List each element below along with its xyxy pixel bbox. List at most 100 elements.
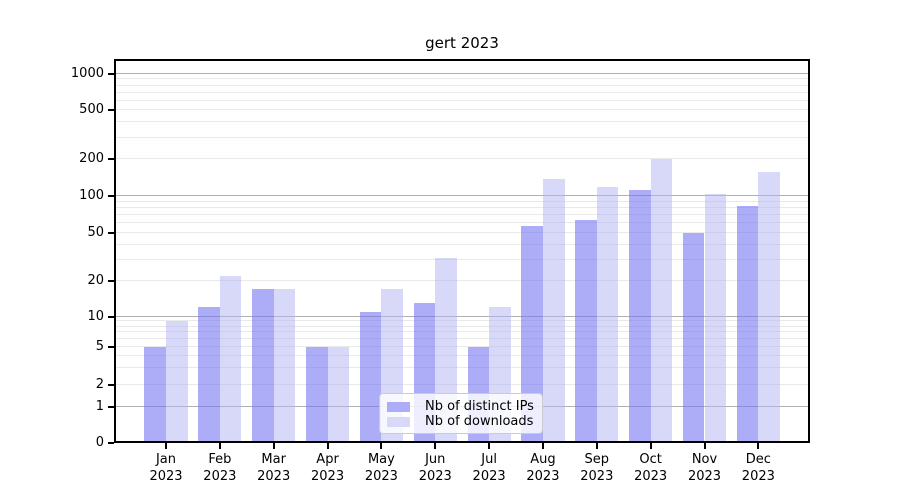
x-tick-mark-jun-2023 bbox=[434, 443, 437, 449]
x-tick-label-may-2023: May 2023 bbox=[364, 452, 398, 484]
y-tick-mark-1000 bbox=[108, 73, 114, 75]
y-tick-label-200: 200 bbox=[79, 151, 104, 167]
bar-distinct-ips-apr-2023 bbox=[305, 347, 328, 443]
x-tick-label-apr-2023: Apr 2023 bbox=[311, 452, 345, 484]
y-tick-label-100: 100 bbox=[79, 188, 104, 203]
gridline-y-7 bbox=[114, 331, 810, 333]
y-tick-mark-5 bbox=[108, 346, 114, 349]
bar-downloads-nov-2023 bbox=[704, 194, 727, 443]
x-tick-mark-feb-2023 bbox=[218, 443, 221, 449]
bar-distinct-ips-nov-2023 bbox=[682, 233, 705, 443]
bar-downloads-jan-2023 bbox=[166, 321, 188, 443]
y-tick-label-50: 50 bbox=[87, 225, 104, 240]
x-tick-mark-sep-2023 bbox=[595, 443, 598, 449]
legend-swatch-distinct-ips bbox=[387, 401, 410, 412]
bar-distinct-ips-sep-2023 bbox=[575, 219, 597, 443]
gridline-y-8 bbox=[114, 325, 810, 327]
gridline-y-700 bbox=[114, 91, 810, 93]
x-tick-mark-nov-2023 bbox=[703, 443, 706, 449]
gridline-y-2 bbox=[114, 384, 810, 385]
bar-distinct-ips-dec-2023 bbox=[736, 205, 759, 443]
y-tick-mark-10 bbox=[108, 315, 114, 318]
x-tick-mark-oct-2023 bbox=[649, 443, 652, 449]
y-tick-mark-100 bbox=[108, 195, 114, 197]
bar-downloads-oct-2023 bbox=[650, 159, 673, 443]
y-tick-mark-1 bbox=[108, 406, 114, 408]
gridline-y-9 bbox=[114, 320, 810, 322]
gridline-y-70 bbox=[114, 214, 810, 216]
gridline-y-800 bbox=[114, 84, 810, 86]
x-tick-label-jul-2023: Jul 2023 bbox=[472, 452, 506, 484]
gridline-y-60 bbox=[114, 222, 810, 224]
x-tick-mark-apr-2023 bbox=[326, 443, 329, 449]
y-axis-line bbox=[114, 59, 116, 443]
bar-distinct-ips-may-2023 bbox=[359, 311, 382, 443]
y-tick-mark-200 bbox=[108, 158, 114, 161]
x-tick-mark-jul-2023 bbox=[488, 443, 491, 449]
gridline-y-20 bbox=[114, 279, 810, 281]
bar-downloads-mar-2023 bbox=[273, 289, 296, 443]
gridline-y-1000 bbox=[114, 73, 810, 74]
right-spine bbox=[808, 59, 810, 443]
gridline-y-90 bbox=[114, 200, 810, 202]
x-tick-mark-mar-2023 bbox=[272, 443, 275, 449]
gridline-y-5 bbox=[114, 346, 810, 348]
x-tick-label-mar-2023: Mar 2023 bbox=[257, 452, 291, 484]
gridline-y-900 bbox=[114, 78, 810, 80]
y-tick-label-500: 500 bbox=[79, 102, 104, 117]
x-tick-mark-dec-2023 bbox=[757, 443, 760, 449]
y-tick-mark-50 bbox=[108, 232, 114, 234]
gridline-y-50 bbox=[114, 232, 810, 233]
gridline-y-6 bbox=[114, 338, 810, 340]
bar-distinct-ips-jan-2023 bbox=[144, 347, 166, 443]
y-tick-label-5: 5 bbox=[95, 339, 104, 355]
y-tick-mark-500 bbox=[108, 109, 114, 111]
plot-area bbox=[114, 59, 810, 443]
gridline-y-4 bbox=[114, 355, 810, 357]
x-tick-mark-may-2023 bbox=[380, 443, 383, 449]
x-tick-label-feb-2023: Feb 2023 bbox=[203, 452, 237, 484]
y-tick-label-10: 10 bbox=[87, 308, 104, 324]
legend-swatch-downloads bbox=[387, 416, 410, 427]
x-tick-label-sep-2023: Sep 2023 bbox=[580, 452, 614, 484]
bar-downloads-aug-2023 bbox=[542, 178, 565, 443]
bar-distinct-ips-oct-2023 bbox=[629, 190, 651, 443]
x-tick-label-aug-2023: Aug 2023 bbox=[526, 452, 560, 484]
y-tick-label-2: 2 bbox=[95, 377, 104, 392]
gridline-y-30 bbox=[114, 258, 810, 260]
x-tick-mark-aug-2023 bbox=[541, 443, 544, 449]
x-tick-label-oct-2023: Oct 2023 bbox=[634, 452, 668, 484]
legend-label-distinct-ips: Nb of distinct IPs bbox=[425, 399, 534, 414]
gridline-y-300 bbox=[114, 136, 810, 138]
bar-distinct-ips-aug-2023 bbox=[521, 226, 543, 443]
bar-distinct-ips-mar-2023 bbox=[252, 289, 274, 443]
gridline-y-100 bbox=[114, 195, 810, 196]
bar-distinct-ips-feb-2023 bbox=[198, 307, 220, 443]
gridline-y-10 bbox=[114, 315, 810, 317]
x-tick-mark-jan-2023 bbox=[165, 443, 167, 449]
y-tick-label-1000: 1000 bbox=[70, 66, 104, 81]
gridline-y-40 bbox=[114, 243, 810, 245]
bar-downloads-feb-2023 bbox=[219, 275, 242, 443]
y-tick-mark-2 bbox=[108, 384, 114, 386]
legend-item-downloads: Nb of downloads bbox=[387, 414, 534, 429]
y-tick-label-20: 20 bbox=[87, 272, 104, 288]
y-tick-mark-20 bbox=[108, 279, 114, 282]
gridline-y-200 bbox=[114, 158, 810, 160]
gridline-y-500 bbox=[114, 109, 810, 110]
gridline-y-600 bbox=[114, 99, 810, 101]
legend-label-downloads: Nb of downloads bbox=[425, 414, 534, 429]
bar-downloads-apr-2023 bbox=[327, 347, 350, 443]
gridline-y-80 bbox=[114, 206, 810, 208]
y-tick-label-0: 0 bbox=[95, 435, 104, 450]
x-tick-label-nov-2023: Nov 2023 bbox=[687, 452, 722, 484]
x-tick-label-jan-2023: Jan 2023 bbox=[149, 452, 183, 484]
legend-item-distinct-ips: Nb of distinct IPs bbox=[387, 399, 534, 414]
y-tick-label-1: 1 bbox=[95, 399, 104, 414]
x-tick-label-jun-2023: Jun 2023 bbox=[418, 452, 452, 484]
gridline-y-400 bbox=[114, 121, 810, 123]
top-spine bbox=[114, 59, 810, 61]
x-tick-label-dec-2023: Dec 2023 bbox=[741, 452, 775, 484]
legend: Nb of distinct IPs Nb of downloads bbox=[379, 393, 543, 434]
